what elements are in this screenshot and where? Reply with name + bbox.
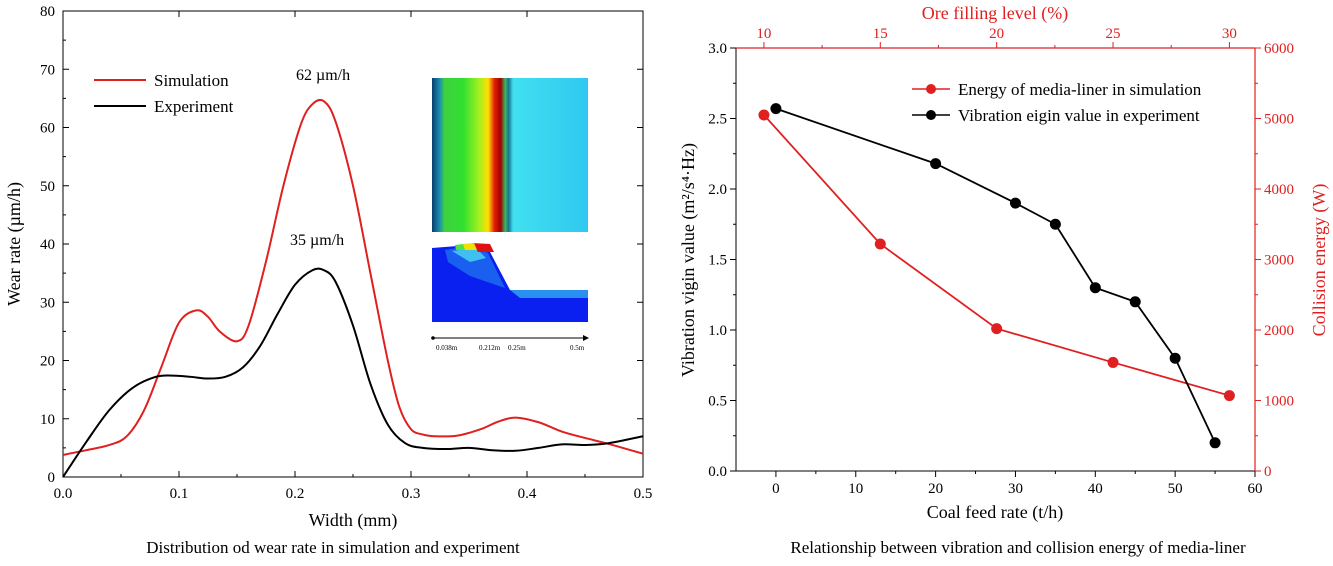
x-tick-label: 0.0 xyxy=(54,486,73,502)
x2-tick-label: 10 xyxy=(756,26,771,42)
series-line-energy xyxy=(763,114,1230,397)
inset-label-4: 0.5m xyxy=(570,344,585,352)
legend: Simulation Experiment xyxy=(94,71,234,116)
y2-tick-label: 4000 xyxy=(1264,182,1294,198)
data-point-energy xyxy=(758,109,770,121)
x-tick-labels: 0.0 0.1 0.2 0.3 0.4 0.5 xyxy=(54,486,653,502)
y-tick-label: 0 xyxy=(48,470,56,486)
x2-tick-label: 15 xyxy=(873,26,888,42)
y-tick-labels: 0 10 20 30 40 50 60 70 80 xyxy=(40,4,55,486)
x-tick-label: 0.4 xyxy=(518,486,537,502)
data-point-vibration xyxy=(1209,437,1221,449)
annotation-simulation-peak: 62 µm/h xyxy=(296,67,350,84)
x-axis-label: Width (mm) xyxy=(309,510,398,531)
inset-arrow-origin xyxy=(431,336,435,340)
legend-label-vibration: Vibration eigin value in experiment xyxy=(958,106,1200,125)
y-tick-label: 50 xyxy=(40,179,55,195)
vibration-energy-chart: 0 10 20 30 40 50 60 0.0 0.5 1.0 1.5 2.0 2.5 3.0 10 15 20… xyxy=(678,3,1330,557)
inset-profile-contour xyxy=(432,243,588,322)
data-point-vibration xyxy=(1089,282,1101,294)
y2-tick-label: 2000 xyxy=(1264,323,1294,339)
data-point-vibration xyxy=(770,103,782,115)
series-line-simulation xyxy=(62,98,644,456)
inset-label-1: 0.038m xyxy=(436,344,458,352)
y2-tick-label: 0 xyxy=(1264,464,1272,480)
series-lines xyxy=(62,98,644,478)
y-tick-label: 20 xyxy=(40,354,55,370)
y2-tick-label: 5000 xyxy=(1264,112,1294,128)
inset-label-2: 0.212m xyxy=(479,344,501,352)
x-tick-label: 10 xyxy=(848,481,863,497)
x-tick-label: 0.3 xyxy=(402,486,421,502)
wear-rate-chart: 0.0 0.1 0.2 0.3 0.4 0.5 0 10 20 30 40 50 60 70 80 Wid… xyxy=(4,4,652,557)
x-tick-label: 20 xyxy=(928,481,943,497)
x2-tick-label: 20 xyxy=(989,26,1004,42)
y-tick-label: 1.0 xyxy=(708,323,727,339)
inset-label-3: 0.25m xyxy=(508,344,526,352)
annotation-experiment-peak: 35 µm/h xyxy=(290,232,344,249)
left-axis-label-right: Vibration vigin value (m²/s⁴·Hz) xyxy=(678,143,699,377)
data-point-energy xyxy=(991,323,1003,335)
data-point-energy xyxy=(874,238,886,250)
y2-tick-label: 3000 xyxy=(1264,253,1294,269)
y-tick-label: 2.0 xyxy=(708,182,727,198)
chart-caption-right: Relationship between vibration and colli… xyxy=(790,538,1246,557)
tick-labels-right: 0 10 20 30 40 50 60 0.0 0.5 1.0 1.5 2.0 2.5 3.0 10 15 20… xyxy=(708,26,1294,497)
y-tick-label: 2.5 xyxy=(708,112,727,128)
x-tick-label: 0.2 xyxy=(286,486,305,502)
x2-tick-label: 30 xyxy=(1222,26,1237,42)
data-point-vibration xyxy=(1049,218,1061,230)
tick-marks xyxy=(62,10,644,478)
legend-label-experiment: Experiment xyxy=(154,97,234,116)
y-tick-label: 30 xyxy=(40,295,55,311)
x-tick-label: 50 xyxy=(1168,481,1183,497)
x-tick-label: 30 xyxy=(1008,481,1023,497)
right-axis-label: Collision energy (W) xyxy=(1309,184,1330,337)
series-line-vibration xyxy=(775,107,1216,444)
y-tick-label: 0.5 xyxy=(708,394,727,410)
legend-right: Energy of media-liner in simulation Vibr… xyxy=(912,80,1202,125)
x-tick-label: 0.5 xyxy=(634,486,653,502)
y-tick-label: 3.0 xyxy=(708,41,727,57)
inset-top-contour xyxy=(432,78,588,232)
top-axis-label: Ore filling level (%) xyxy=(922,3,1068,24)
legend-label-energy: Energy of media-liner in simulation xyxy=(958,80,1202,99)
x-axis-label-right: Coal feed rate (t/h) xyxy=(927,502,1063,523)
wear-contour-inset: 0.038m 0.212m 0.25m 0.5m xyxy=(431,78,589,352)
data-point-vibration xyxy=(1129,296,1141,308)
legend-label-simulation: Simulation xyxy=(154,71,229,90)
chart-caption: Distribution od wear rate in simulation … xyxy=(146,538,520,557)
y2-tick-label: 1000 xyxy=(1264,394,1294,410)
x-tick-label: 0 xyxy=(772,481,780,497)
y-tick-label: 80 xyxy=(40,4,55,20)
data-point-vibration xyxy=(1169,352,1181,364)
y-tick-label: 60 xyxy=(40,121,55,137)
tick-marks-right xyxy=(730,42,1261,477)
legend-marker-energy xyxy=(926,84,936,94)
x2-tick-label: 25 xyxy=(1106,26,1121,42)
legend-marker-vibration xyxy=(926,110,936,120)
data-point-vibration xyxy=(1009,197,1021,209)
y-tick-label: 70 xyxy=(40,62,55,78)
y-axis-label: Wear rate (µm/h) xyxy=(4,182,25,306)
data-point-energy xyxy=(1107,356,1119,368)
y-tick-label: 40 xyxy=(40,237,55,253)
x-tick-label: 0.1 xyxy=(170,486,189,502)
y2-tick-label: 6000 xyxy=(1264,41,1294,57)
y-tick-label: 1.5 xyxy=(708,253,727,269)
x-tick-label: 60 xyxy=(1248,481,1263,497)
series-lines-right xyxy=(758,103,1235,449)
x-tick-label: 40 xyxy=(1088,481,1103,497)
data-point-vibration xyxy=(930,158,942,170)
series-line-experiment xyxy=(62,267,644,478)
data-point-energy xyxy=(1223,390,1235,402)
y-tick-label: 0.0 xyxy=(708,464,727,480)
y-tick-label: 10 xyxy=(40,412,55,428)
